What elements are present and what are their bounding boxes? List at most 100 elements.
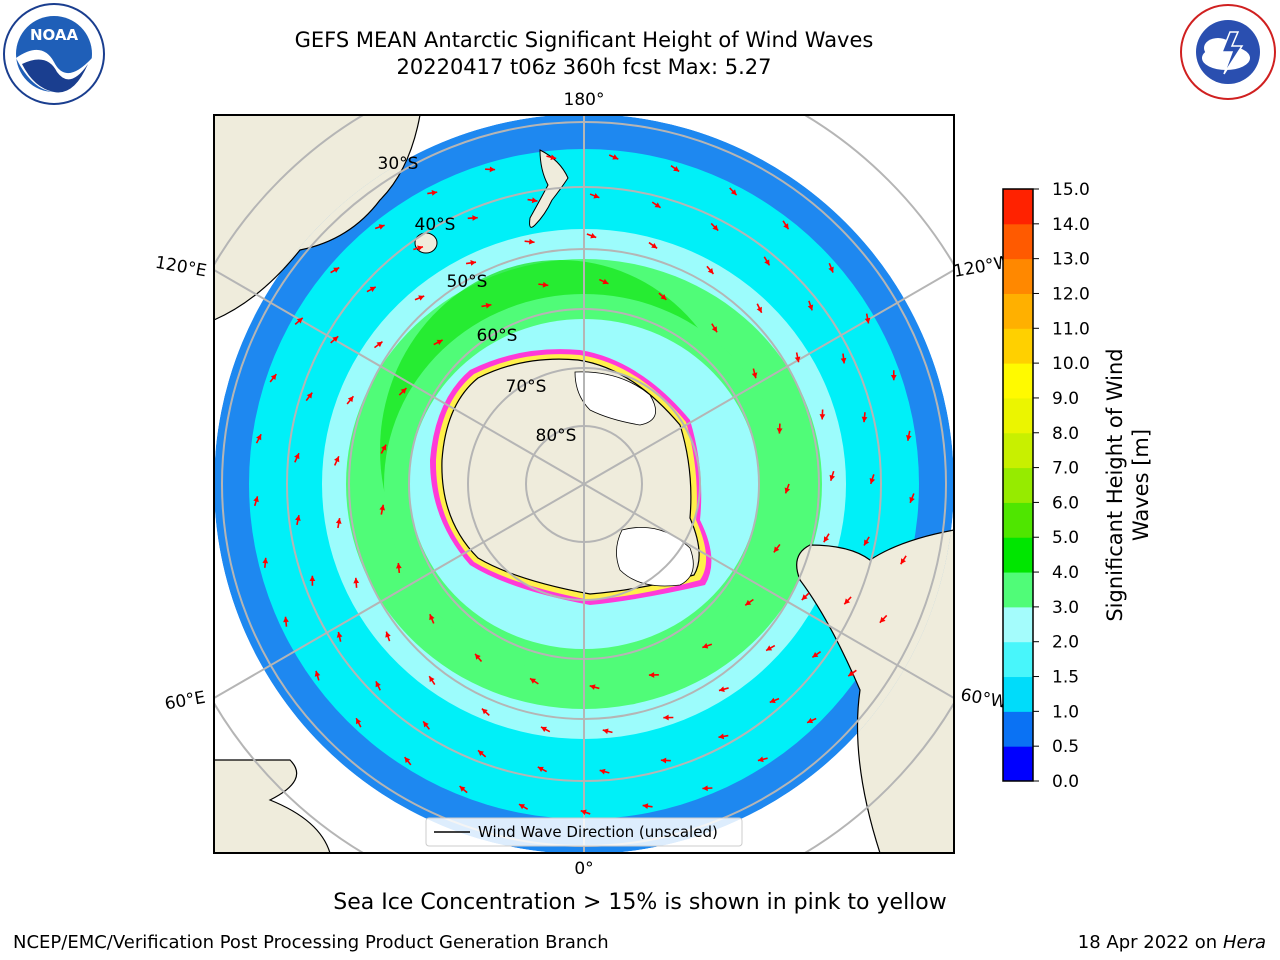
noaa-logo-text: NOAA <box>30 26 79 44</box>
wave-arrow-head <box>764 259 770 266</box>
wave-arrow-head <box>707 268 714 274</box>
colorbar-tick-label: 13.0 <box>1052 250 1090 270</box>
wave-arrow-head <box>253 496 259 503</box>
wave-arrow-head <box>602 278 609 285</box>
chart-subtitle: 20220417 t06z 360h fcst Max: 5.27 <box>396 55 772 79</box>
wave-arrow-head <box>819 414 826 420</box>
wave-arrow-head <box>712 224 719 231</box>
lat-label-50s: 50°S <box>447 272 488 292</box>
colorbar-segment <box>1003 676 1033 712</box>
wave-arrow-head <box>844 598 850 605</box>
lon-label-60e: 60°E <box>163 688 207 715</box>
lat-label-60s: 60°S <box>477 326 518 346</box>
lon-label-120e: 120°E <box>154 253 208 282</box>
colorbar-tick-label: 5.0 <box>1052 528 1079 548</box>
tasmania-land <box>414 232 438 254</box>
wave-arrow-head <box>333 267 340 273</box>
wave-arrow-head <box>718 733 725 740</box>
wave-arrow-head <box>334 456 340 463</box>
colorbar-tick-label: 1.0 <box>1052 702 1079 722</box>
wave-arrow-head <box>262 557 269 564</box>
wave-arrow-head <box>751 372 758 379</box>
colorbar-tick-label: 10.0 <box>1052 354 1090 374</box>
wave-arrow-head <box>828 266 834 273</box>
wave-arrow-head <box>485 302 492 309</box>
wave-arrow-head <box>757 756 764 763</box>
wave-arrow-head <box>542 281 549 288</box>
colorbar-tick-label: 6.0 <box>1052 493 1079 513</box>
wave-arrow-head <box>395 562 402 569</box>
wave-arrow-head <box>812 652 819 658</box>
colorbar-tick-label: 7.0 <box>1052 459 1079 479</box>
wave-arrow-head <box>379 504 386 511</box>
wave-arrow-head <box>417 245 423 251</box>
footer-left: NCEP/EMC/Verification Post Processing Pr… <box>13 932 609 953</box>
wave-arrow-head <box>660 294 667 300</box>
wave-arrow-head <box>256 434 262 441</box>
footer-date: 18 Apr 2022 on <box>1077 932 1223 953</box>
wave-arrow-head <box>335 518 342 524</box>
wave-arrow-head <box>702 643 709 649</box>
colorbar-tick-label: 9.0 <box>1052 389 1079 409</box>
wave-arrow-head <box>784 487 791 494</box>
wave-arrow-head <box>660 757 667 764</box>
wave-arrow-head <box>429 676 435 683</box>
colorbar-segment <box>1003 711 1033 747</box>
wave-arrow-head <box>531 197 538 204</box>
colorbar-tick-label: 15.0 <box>1052 180 1090 200</box>
footer-right: 18 Apr 2022 on Hera <box>1078 932 1266 953</box>
colorbar-tick-label: 0.5 <box>1052 737 1079 757</box>
wave-arrow-head <box>890 374 897 381</box>
colorbar-tick-label: 12.0 <box>1052 284 1090 304</box>
colorbar-tick-label: 11.0 <box>1052 319 1090 339</box>
wave-arrow-head <box>776 428 783 434</box>
footer-machine: Hera <box>1222 932 1266 953</box>
wave-arrow-head <box>472 215 478 221</box>
wave-arrow-head <box>745 599 752 606</box>
africa-land <box>214 759 331 853</box>
wave-arrow-head <box>550 154 557 161</box>
wave-arrow-head <box>879 616 886 623</box>
wave-arrow-head <box>756 306 762 313</box>
colorbar-segment <box>1003 363 1033 399</box>
wave-arrow-head <box>270 374 277 380</box>
colorbar-tick-label: 8.0 <box>1052 424 1079 444</box>
wave-arrow-head <box>794 356 801 363</box>
wave-arrow-head <box>840 357 847 364</box>
wave-arrow-head <box>347 396 354 403</box>
wave-arrow-head <box>529 238 535 245</box>
wave-arrow-head <box>296 317 303 324</box>
wave-arrow-head <box>369 286 376 292</box>
wave-arrow-head <box>702 785 708 792</box>
colorbar-tick-label: 0.0 <box>1052 772 1079 790</box>
wave-arrow-head <box>589 684 596 690</box>
wave-arrow-head <box>673 166 680 172</box>
colorbar-segment <box>1003 432 1033 469</box>
wave-arrow-head <box>783 223 789 230</box>
wave-arrow-head <box>459 786 466 792</box>
nws-logo <box>1178 2 1278 102</box>
colorbar-tick-label: 2.0 <box>1052 633 1079 653</box>
sea-ice-caption: Sea Ice Concentration > 15% is shown in … <box>333 890 947 915</box>
chart-title: GEFS MEAN Antarctic Significant Height o… <box>294 28 874 52</box>
wave-arrow-head <box>429 614 435 621</box>
wave-arrow-head <box>807 717 814 724</box>
wave-arrow-head <box>590 233 597 239</box>
wave-arrow-head <box>529 678 536 684</box>
colorbar-segment <box>1003 397 1033 434</box>
wave-arrow-head <box>654 202 661 208</box>
lon-label-180: 180° <box>564 90 605 110</box>
wave-arrow-head <box>766 645 773 651</box>
lat-label-70s: 70°S <box>506 377 547 397</box>
colorbar-tick-label: 1.5 <box>1052 668 1079 688</box>
wave-arrow-head <box>431 190 438 196</box>
noaa-logo: NOAA <box>2 2 106 106</box>
wave-arrow-head <box>423 721 429 728</box>
wave-arrow-head <box>353 577 360 584</box>
colorbar-segment <box>1003 572 1033 608</box>
wave-arrow-head <box>470 260 476 266</box>
colorbar-segment <box>1003 537 1033 573</box>
wave-arrow-head <box>375 681 381 688</box>
wave-arrow-head <box>848 670 855 677</box>
colorbar-segment <box>1003 641 1033 678</box>
